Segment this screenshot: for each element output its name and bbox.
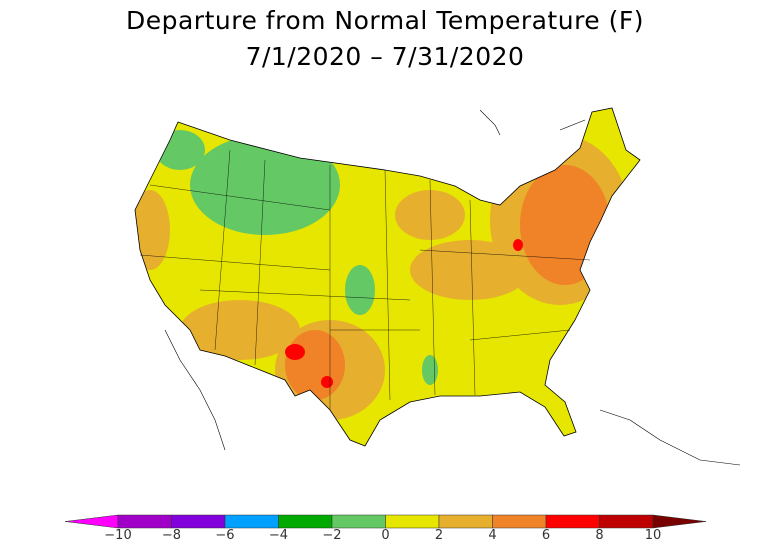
map-title: Departure from Normal Temperature (F): [125, 6, 645, 35]
color-legend: [64, 514, 707, 529]
legend-swatch: [599, 514, 654, 529]
legend-swatch: [545, 514, 600, 529]
legend-swatch: [331, 514, 386, 529]
legend-swatch: [171, 514, 226, 529]
state-boundaries: [139, 149, 591, 410]
legend-tick-label: −10: [104, 528, 132, 543]
legend-tick-label: 4: [488, 528, 497, 543]
legend-tick-label: −2: [322, 528, 342, 543]
legend-tick-label: 0: [381, 528, 390, 543]
legend-tick-label: 8: [595, 528, 604, 543]
us-temperature-fill: [135, 108, 640, 446]
us-outline: [134, 107, 641, 447]
legend-swatch: [278, 514, 333, 529]
legend-swatch: [224, 514, 279, 529]
legend-tick-label: −4: [268, 528, 289, 543]
legend-swatch: [438, 514, 493, 529]
coastline-outside: [164, 109, 741, 466]
legend-tick-label: 6: [541, 528, 551, 543]
legend-swatch: [492, 514, 547, 529]
legend-arrow-low: [64, 514, 119, 529]
legend-arrow-high: [652, 514, 707, 529]
legend-tick-label: −6: [215, 528, 235, 543]
map-date-range: 7/1/2020 – 7/31/2020: [245, 42, 525, 71]
legend-tick-label: 10: [644, 528, 662, 543]
legend-tick-label: 2: [434, 528, 444, 543]
legend-swatch: [117, 514, 172, 529]
legend-swatch: [385, 514, 440, 529]
legend-tick-label: −8: [161, 528, 182, 543]
